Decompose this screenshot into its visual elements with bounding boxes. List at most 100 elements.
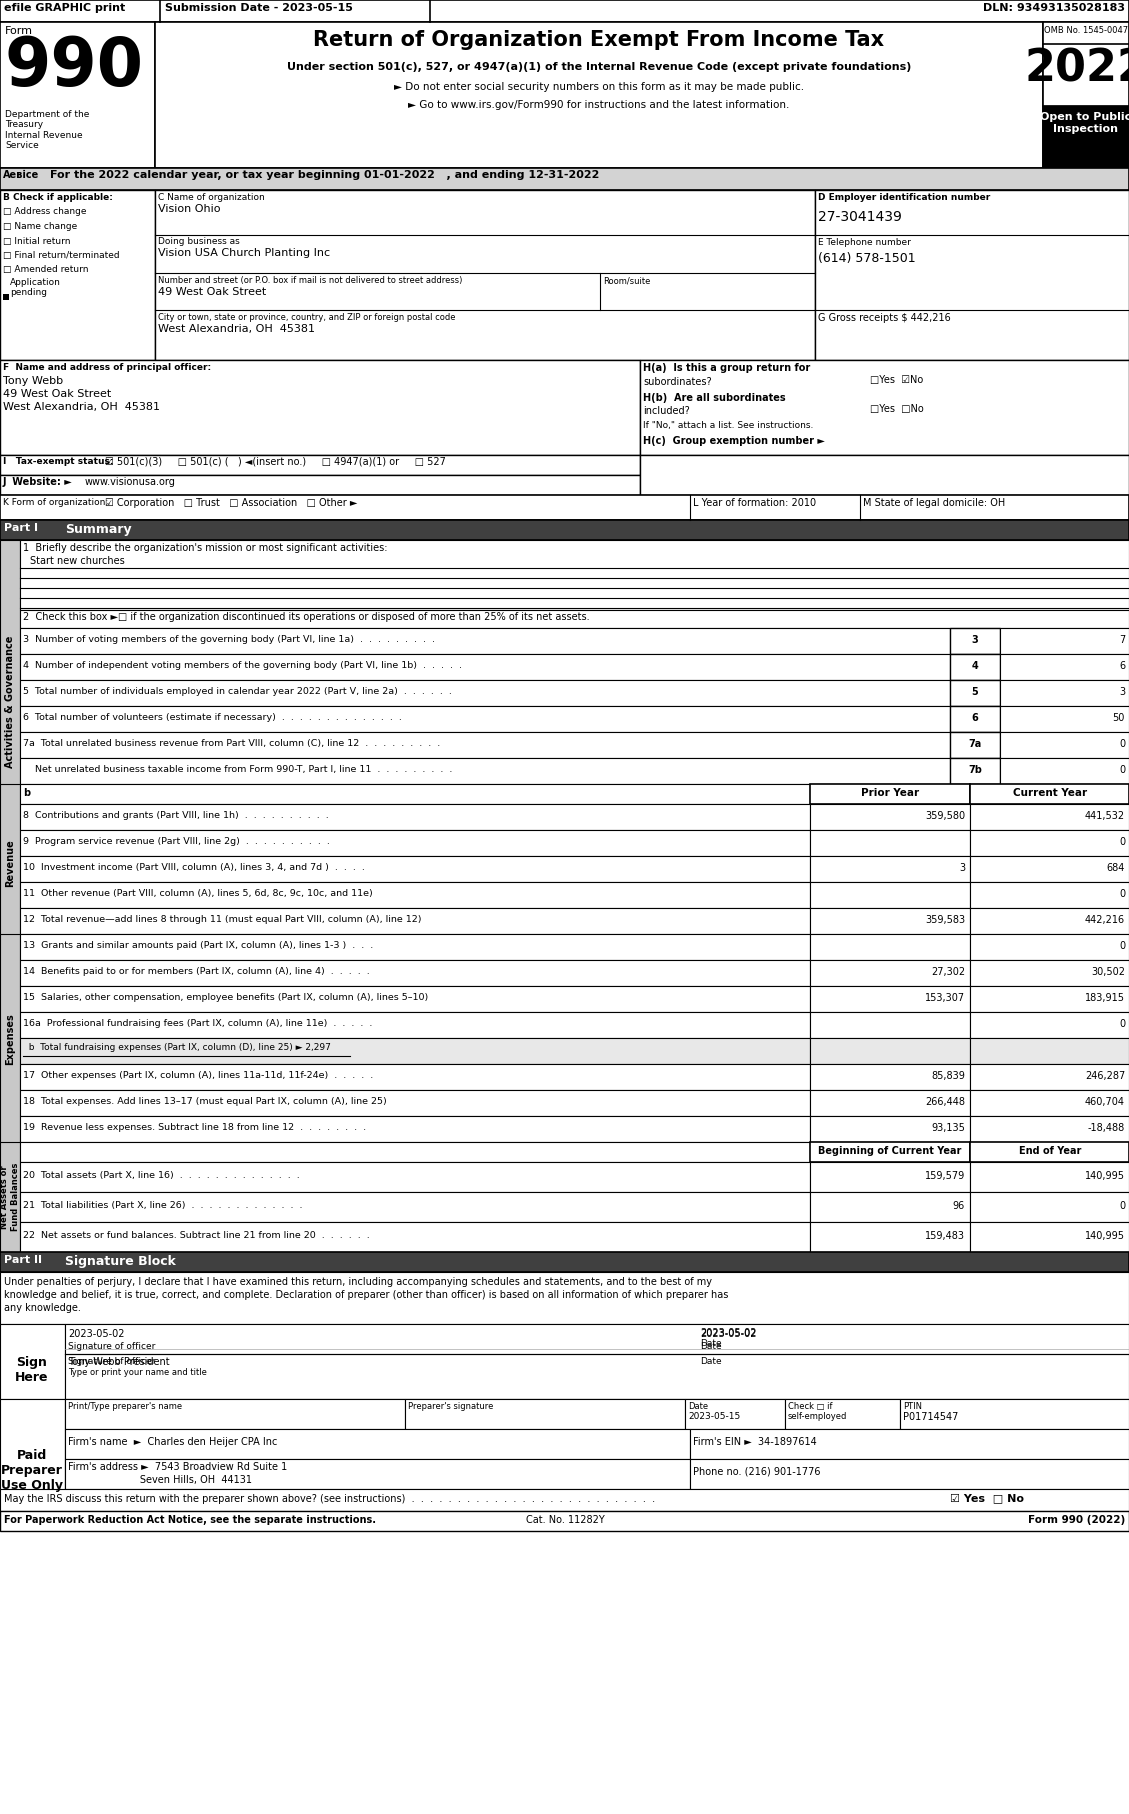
Text: ► Do not enter social security numbers on this form as it may be made public.: ► Do not enter social security numbers o… <box>394 82 804 93</box>
Text: 3  Number of voting members of the governing body (Part VI, line 1a)  .  .  .  .: 3 Number of voting members of the govern… <box>23 635 435 644</box>
Text: 21  Total liabilities (Part X, line 26)  .  .  .  .  .  .  .  .  .  .  .  .  .: 21 Total liabilities (Part X, line 26) .… <box>23 1201 303 1210</box>
Bar <box>809 1143 970 1163</box>
Text: G Gross receipts $ 442,216: G Gross receipts $ 442,216 <box>819 314 951 323</box>
Bar <box>155 190 815 359</box>
Text: Room/suite: Room/suite <box>603 276 650 285</box>
Bar <box>0 521 1129 541</box>
Text: Net unrelated business taxable income from Form 990-T, Part I, line 11  .  .  . : Net unrelated business taxable income fr… <box>23 766 453 775</box>
Text: K Form of organization:: K Form of organization: <box>3 499 108 506</box>
Text: 460,704: 460,704 <box>1085 1097 1124 1107</box>
Bar <box>970 882 1129 909</box>
Bar <box>0 1272 1129 1324</box>
Bar <box>1043 22 1129 169</box>
Bar <box>809 1192 970 1223</box>
Text: 49 West Oak Street: 49 West Oak Street <box>158 287 266 297</box>
Text: Date: Date <box>700 1357 721 1366</box>
Bar <box>0 495 1129 521</box>
Text: 50: 50 <box>1112 713 1124 724</box>
Text: Signature Block: Signature Block <box>65 1255 176 1268</box>
Bar <box>640 359 1129 455</box>
Text: Seven Hills, OH  44131: Seven Hills, OH 44131 <box>68 1475 252 1486</box>
Bar <box>20 1163 809 1192</box>
Text: subordinates?: subordinates? <box>644 377 711 386</box>
Text: Summary: Summary <box>65 522 132 535</box>
Bar <box>949 733 1000 758</box>
Bar <box>3 294 9 299</box>
Text: Aевісе: Aевісе <box>3 171 40 180</box>
Bar <box>970 1163 1129 1192</box>
Bar <box>1000 680 1129 706</box>
Text: Beginning of Current Year: Beginning of Current Year <box>819 1146 962 1156</box>
Text: 8  Contributions and grants (Part VIII, line 1h)  .  .  .  .  .  .  .  .  .  .: 8 Contributions and grants (Part VIII, l… <box>23 811 329 820</box>
Bar <box>785 1399 900 1429</box>
Bar <box>970 784 1129 804</box>
Bar <box>20 1090 809 1116</box>
Bar <box>65 1324 1129 1399</box>
Bar <box>1000 706 1129 733</box>
Bar <box>809 784 970 804</box>
Bar <box>0 22 155 169</box>
Text: Type or print your name and title: Type or print your name and title <box>68 1368 207 1377</box>
Text: 7a: 7a <box>969 738 981 749</box>
Text: Sign
Here: Sign Here <box>16 1357 49 1384</box>
Bar <box>20 541 1129 610</box>
Text: 2023-05-02: 2023-05-02 <box>700 1330 756 1339</box>
Bar <box>1043 105 1129 169</box>
Text: □ Name change: □ Name change <box>3 221 77 230</box>
Text: efile GRAPHIC print: efile GRAPHIC print <box>5 4 125 13</box>
Text: 442,216: 442,216 <box>1085 914 1124 925</box>
Text: □ Address change: □ Address change <box>3 207 87 216</box>
Text: 6  Total number of volunteers (estimate if necessary)  .  .  .  .  .  .  .  .  .: 6 Total number of volunteers (estimate i… <box>23 713 402 722</box>
Text: b  Total fundraising expenses (Part IX, column (D), line 25) ► 2,297: b Total fundraising expenses (Part IX, c… <box>23 1043 331 1052</box>
Text: ☑ Yes  □ No: ☑ Yes □ No <box>949 1493 1024 1504</box>
Text: 22  Net assets or fund balances. Subtract line 21 from line 20  .  .  .  .  .  .: 22 Net assets or fund balances. Subtract… <box>23 1232 370 1241</box>
Bar <box>0 1399 65 1518</box>
Text: West Alexandria, OH  45381: West Alexandria, OH 45381 <box>3 403 160 412</box>
Text: 140,995: 140,995 <box>1085 1172 1124 1181</box>
Text: self-employed: self-employed <box>788 1411 848 1420</box>
Text: 7b: 7b <box>968 766 982 775</box>
Bar <box>0 0 1129 22</box>
Text: 13  Grants and similar amounts paid (Part IX, column (A), lines 1-3 )  .  .  .: 13 Grants and similar amounts paid (Part… <box>23 941 374 951</box>
Text: Date: Date <box>700 1339 721 1348</box>
Bar <box>815 190 1129 359</box>
Text: 27-3041439: 27-3041439 <box>819 210 902 223</box>
Text: 246,287: 246,287 <box>1085 1070 1124 1081</box>
Text: 18  Total expenses. Add lines 13–17 (must equal Part IX, column (A), line 25): 18 Total expenses. Add lines 13–17 (must… <box>23 1097 387 1107</box>
Text: Part II: Part II <box>5 1255 42 1264</box>
Bar <box>970 960 1129 987</box>
Text: 11  Other revenue (Part VIII, column (A), lines 5, 6d, 8c, 9c, 10c, and 11e): 11 Other revenue (Part VIII, column (A),… <box>23 889 373 898</box>
Bar <box>20 960 809 987</box>
Text: H(a)  Is this a group return for: H(a) Is this a group return for <box>644 363 811 374</box>
Bar <box>20 831 809 856</box>
Text: J  Website: ►: J Website: ► <box>3 477 72 486</box>
Bar <box>20 987 809 1012</box>
Bar <box>0 1489 1129 1511</box>
Text: 3: 3 <box>1119 688 1124 697</box>
Text: 4: 4 <box>972 660 979 671</box>
Text: 9  Program service revenue (Part VIII, line 2g)  .  .  .  .  .  .  .  .  .  .: 9 Program service revenue (Part VIII, li… <box>23 836 330 845</box>
Text: 4  Number of independent voting members of the governing body (Part VI, line 1b): 4 Number of independent voting members o… <box>23 660 462 669</box>
Text: 93,135: 93,135 <box>931 1123 965 1134</box>
Text: 30,502: 30,502 <box>1091 967 1124 978</box>
Text: 0: 0 <box>1119 766 1124 775</box>
Text: Tony Webb President: Tony Webb President <box>68 1357 169 1368</box>
Bar <box>900 1399 1129 1429</box>
Bar <box>809 987 970 1012</box>
Bar <box>970 856 1129 882</box>
Bar <box>20 1192 809 1223</box>
Text: 7a  Total unrelated business revenue from Part VIII, column (C), line 12  .  .  : 7a Total unrelated business revenue from… <box>23 738 440 747</box>
Bar <box>949 706 1000 733</box>
Text: Check □ if: Check □ if <box>788 1402 832 1411</box>
Text: 10  Investment income (Part VIII, column (A), lines 3, 4, and 7d )  .  .  .  .: 10 Investment income (Part VIII, column … <box>23 863 365 873</box>
Bar <box>685 1399 785 1429</box>
Text: ☑ Corporation   □ Trust   □ Association   □ Other ►: ☑ Corporation □ Trust □ Association □ Ot… <box>105 499 358 508</box>
Text: Under penalties of perjury, I declare that I have examined this return, includin: Under penalties of perjury, I declare th… <box>5 1277 712 1286</box>
Bar <box>809 909 970 934</box>
Bar <box>970 804 1129 831</box>
Text: May the IRS discuss this return with the preparer shown above? (see instructions: May the IRS discuss this return with the… <box>5 1495 655 1504</box>
Bar <box>20 733 949 758</box>
Bar <box>20 856 809 882</box>
Text: Preparer's signature: Preparer's signature <box>408 1402 493 1411</box>
Text: Activities & Governance: Activities & Governance <box>5 637 15 767</box>
